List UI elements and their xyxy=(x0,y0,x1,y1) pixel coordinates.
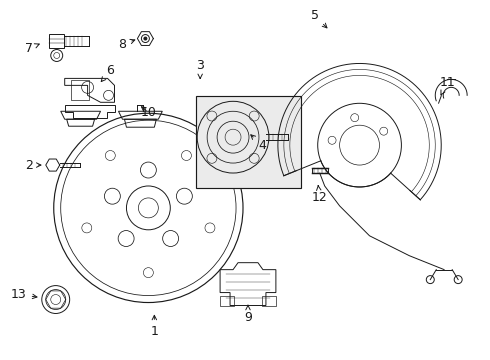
Circle shape xyxy=(144,37,147,40)
Text: 3: 3 xyxy=(196,59,204,78)
Bar xyxy=(262,296,276,306)
Bar xyxy=(71,80,89,100)
Text: 2: 2 xyxy=(25,158,41,172)
Text: 12: 12 xyxy=(312,186,328,204)
Bar xyxy=(49,33,64,48)
Text: 9: 9 xyxy=(244,305,252,324)
Text: 7: 7 xyxy=(25,42,39,55)
Text: 4: 4 xyxy=(251,135,266,152)
Text: 10: 10 xyxy=(141,106,156,119)
Text: 1: 1 xyxy=(150,315,158,338)
Text: 8: 8 xyxy=(119,38,135,51)
Text: 6: 6 xyxy=(101,64,115,82)
Text: 11: 11 xyxy=(440,76,455,95)
Bar xyxy=(220,296,234,306)
Text: 5: 5 xyxy=(311,9,327,28)
Bar xyxy=(196,96,301,188)
Text: 13: 13 xyxy=(11,288,37,301)
